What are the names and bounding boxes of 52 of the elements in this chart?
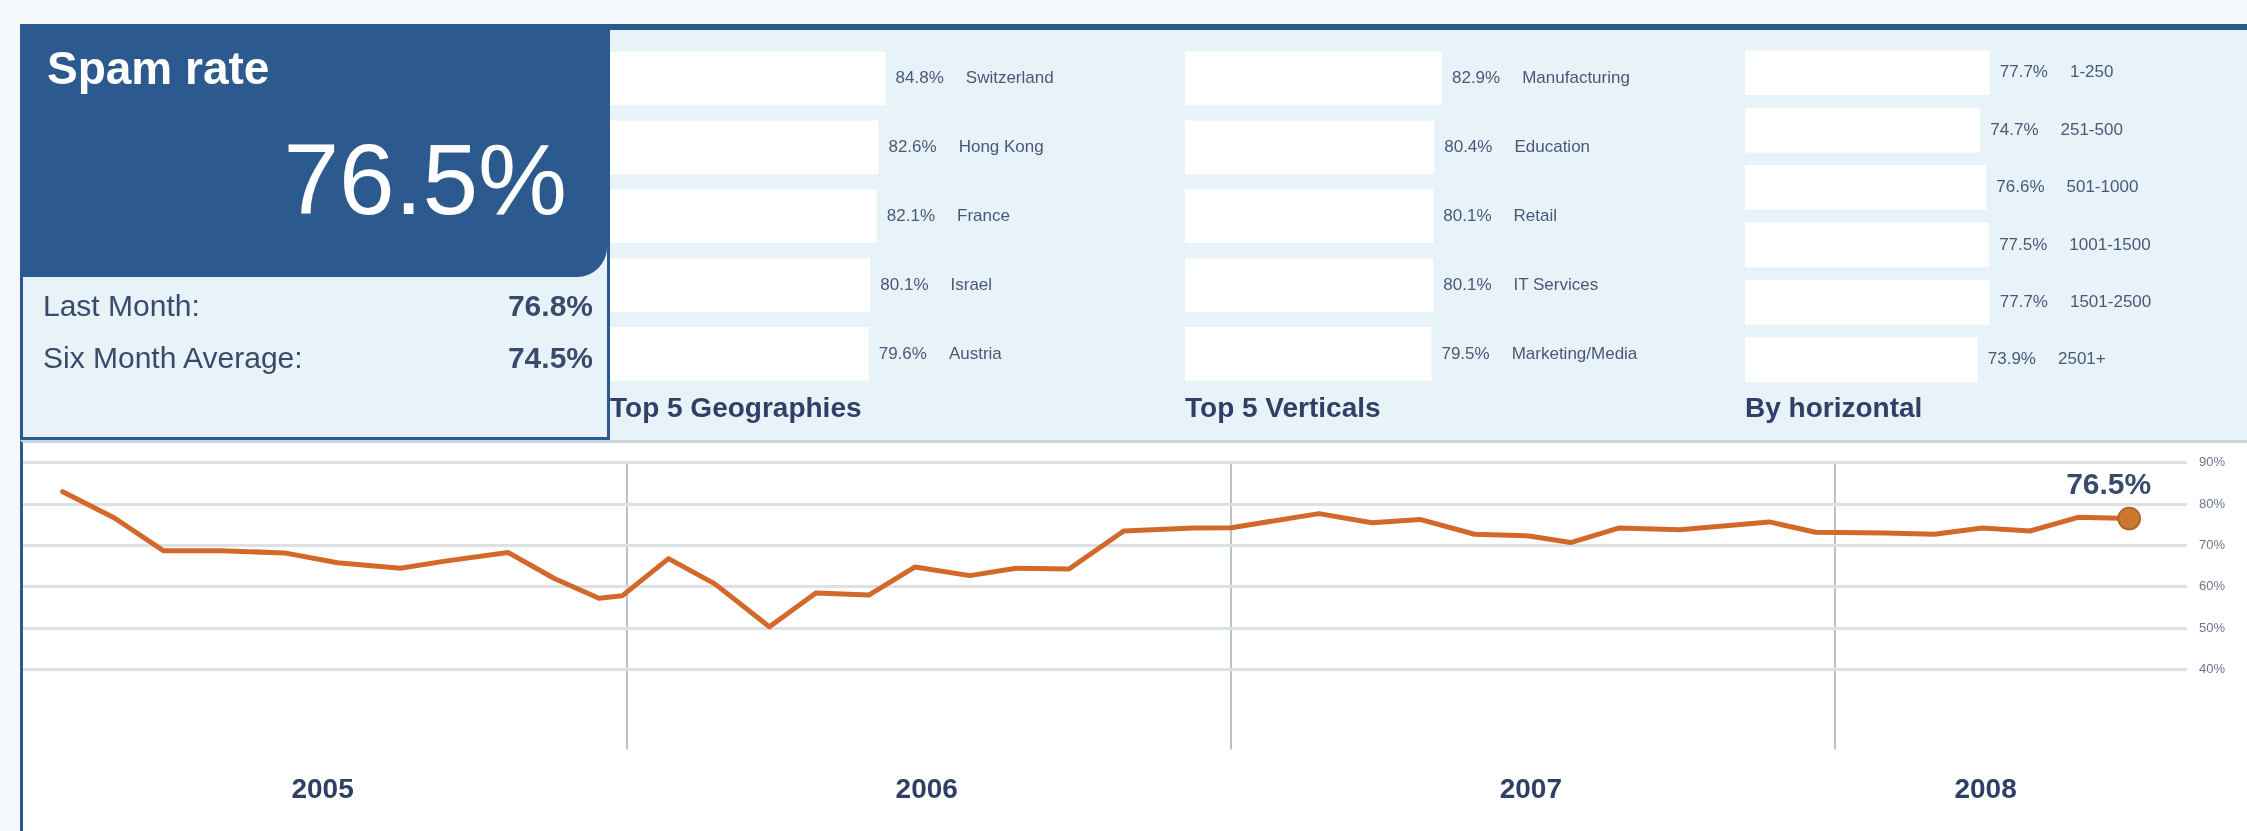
text: Top 5 Verticals	[1185, 391, 1381, 423]
category-label: Austria	[948, 343, 1002, 363]
category-label: Education	[1514, 137, 1591, 157]
text: 74.5%	[507, 341, 593, 375]
category-label: France	[957, 205, 1010, 225]
annotation: 76.5%	[2066, 466, 2152, 500]
text: 76.5%	[283, 122, 567, 237]
category-label: 1501-2500	[2069, 291, 2152, 311]
data-label: 80.4%	[1444, 137, 1493, 157]
text: Top 5 Geographies	[610, 391, 862, 423]
data-label: 80.1%	[880, 274, 929, 294]
category-label: 501-1000	[2066, 177, 2139, 197]
category-label: IT Services	[1513, 274, 1599, 294]
text: 76.8%	[507, 289, 593, 323]
x-tick-label: 2006	[895, 772, 958, 804]
y-tick-label: 70%	[2198, 537, 2226, 553]
data-label: 79.6%	[878, 343, 927, 363]
x-tick-label: 2008	[1954, 772, 2017, 804]
category-label: Hong Kong	[958, 137, 1044, 157]
data-label: 80.1%	[1443, 205, 1492, 225]
data-label: 79.5%	[1441, 343, 1490, 363]
category-label: 1-250	[2069, 62, 2114, 82]
data-label: 82.9%	[1451, 68, 1501, 88]
category-label: Retail	[1513, 205, 1557, 225]
data-label: 82.1%	[886, 205, 936, 225]
text: Six Month Average:	[43, 341, 303, 374]
text: Last Month:	[43, 289, 200, 322]
data-label: 82.6%	[888, 137, 937, 157]
y-tick-label: 90%	[2198, 454, 2226, 470]
category-label: 2501+	[2057, 349, 2106, 369]
text: Spam rate	[47, 41, 270, 95]
data-label: 77.7%	[1999, 62, 2048, 82]
category-label: 1001-1500	[2069, 234, 2151, 254]
category-label: Israel	[950, 274, 993, 294]
y-tick-label: 50%	[2198, 619, 2226, 635]
category-label: 251-500	[2060, 119, 2123, 139]
category-label: Marketing/Media	[1511, 343, 1638, 363]
category-label: Switzerland	[965, 68, 1054, 88]
category-label: Manufacturing	[1522, 68, 1630, 88]
data-label: 74.7%	[1990, 119, 2039, 139]
y-tick-label: 40%	[2198, 660, 2226, 676]
data-label: 76.6%	[1996, 177, 2045, 197]
y-tick-label: 80%	[2198, 495, 2226, 511]
data-label: 77.7%	[1999, 291, 2048, 311]
data-label: 77.5%	[1999, 234, 2048, 254]
data-label: 80.1%	[1443, 274, 1492, 294]
x-tick-label: 2005	[291, 772, 354, 804]
x-tick-label: 2007	[1499, 772, 1562, 804]
y-tick-label: 60%	[2198, 578, 2226, 594]
data-label: 73.9%	[1987, 349, 2036, 369]
data-label: 84.8%	[895, 68, 944, 88]
text: By horizontal	[1745, 391, 1923, 423]
